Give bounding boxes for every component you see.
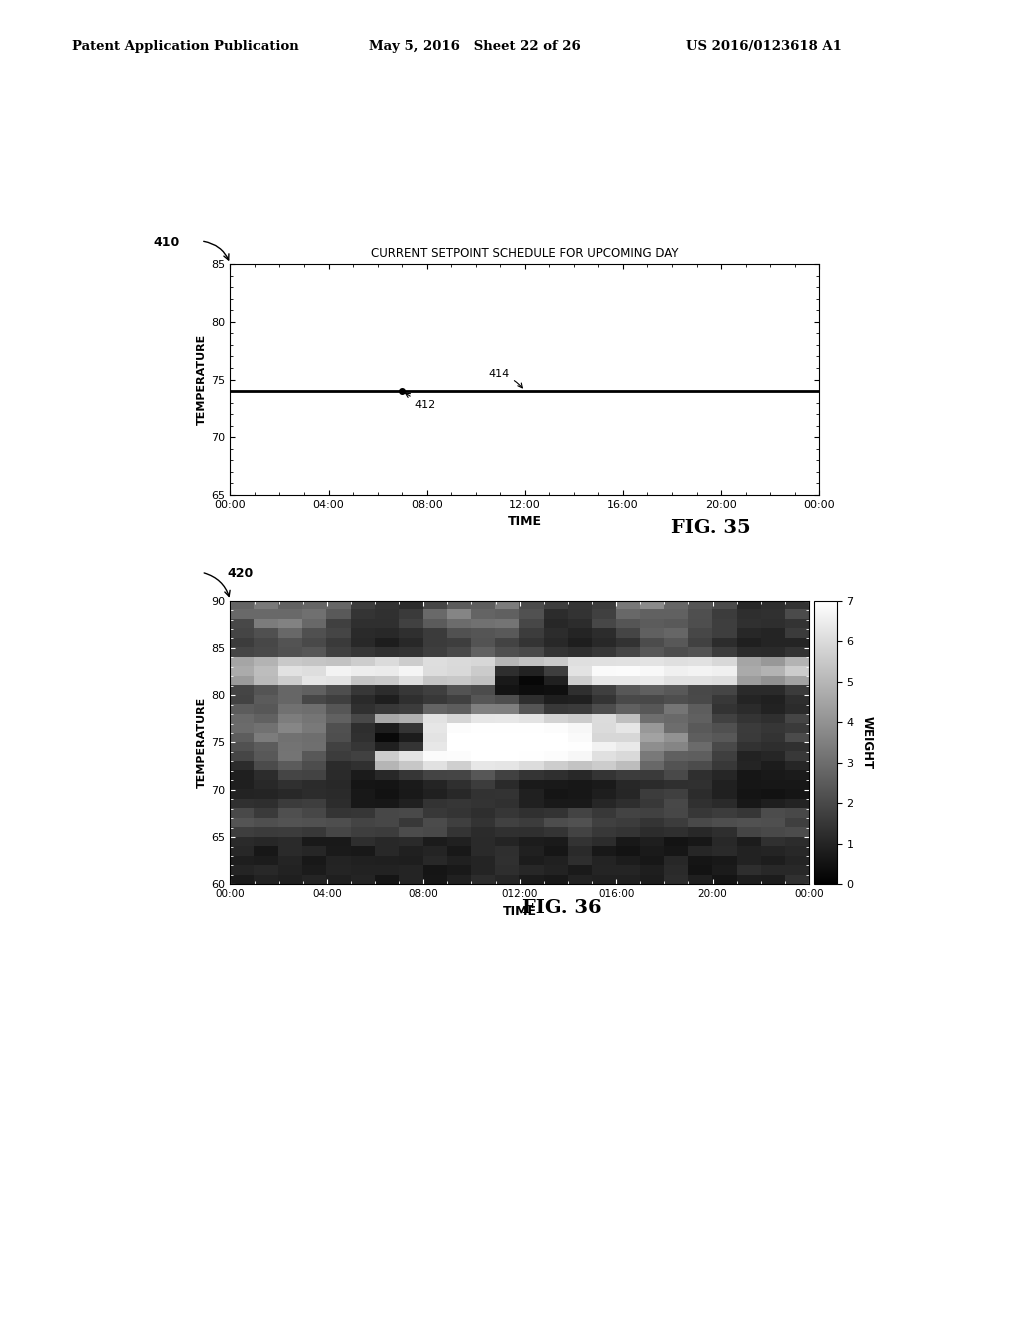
- Text: FIG. 35: FIG. 35: [671, 519, 751, 537]
- Text: FIG. 36: FIG. 36: [522, 899, 602, 917]
- Text: Patent Application Publication: Patent Application Publication: [72, 40, 298, 53]
- Title: CURRENT SETPOINT SCHEDULE FOR UPCOMING DAY: CURRENT SETPOINT SCHEDULE FOR UPCOMING D…: [371, 247, 679, 260]
- Text: US 2016/0123618 A1: US 2016/0123618 A1: [686, 40, 842, 53]
- X-axis label: TIME: TIME: [508, 515, 542, 528]
- Y-axis label: TEMPERATURE: TEMPERATURE: [198, 697, 207, 788]
- Text: 410: 410: [154, 235, 180, 248]
- Y-axis label: TEMPERATURE: TEMPERATURE: [198, 334, 207, 425]
- X-axis label: TIME: TIME: [503, 904, 537, 917]
- Text: 420: 420: [227, 566, 254, 579]
- Text: 412: 412: [406, 393, 435, 411]
- Y-axis label: WEIGHT: WEIGHT: [860, 715, 873, 770]
- Text: 414: 414: [488, 370, 522, 388]
- Text: May 5, 2016   Sheet 22 of 26: May 5, 2016 Sheet 22 of 26: [369, 40, 581, 53]
